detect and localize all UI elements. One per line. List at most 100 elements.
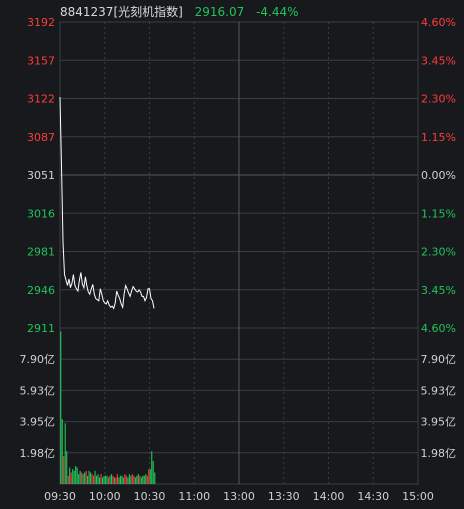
- price-tick-left: 3157: [27, 54, 55, 67]
- volume-bar: [151, 451, 153, 484]
- volume-bar: [143, 475, 145, 484]
- volume-bar: [75, 465, 77, 484]
- volume-bar: [137, 474, 139, 484]
- volume-bar: [106, 475, 108, 484]
- volume-bar: [128, 474, 130, 484]
- quote-header: 8841237[光刻机指数] 2916.07 -4.44%: [60, 3, 307, 20]
- volume-bar: [145, 474, 147, 484]
- volume-bar: [134, 477, 136, 484]
- volume-tick-left: 1.98亿: [20, 447, 56, 460]
- volume-bar: [67, 475, 69, 484]
- price-tick-left: 3051: [27, 169, 55, 182]
- price-tick-right: 4.60%: [421, 322, 456, 335]
- volume-bar: [148, 469, 150, 484]
- volume-bar: [98, 477, 101, 484]
- volume-bar: [139, 475, 141, 484]
- volume-bar: [130, 475, 132, 484]
- volume-bar: [63, 456, 65, 484]
- volume-bar: [61, 419, 63, 484]
- volume-bar: [82, 474, 84, 484]
- volume-bar: [121, 475, 123, 484]
- time-tick: 10:30: [134, 490, 166, 503]
- time-tick: 14:30: [357, 490, 389, 503]
- volume-bar: [112, 475, 114, 484]
- volume-bar: [73, 470, 75, 484]
- volume-bar: [103, 475, 105, 484]
- price-tick-right: 0.00%: [421, 169, 456, 182]
- volume-tick-right: 5.93亿: [421, 384, 457, 397]
- time-tick: 14:00: [313, 490, 345, 503]
- price-tick-right: 1.15%: [421, 207, 456, 220]
- volume-tick-right: 3.95亿: [421, 416, 457, 429]
- volume-bar: [85, 470, 87, 484]
- volume-bar: [78, 474, 80, 484]
- volume-tick-right: 7.90亿: [421, 353, 457, 366]
- volume-tick-left: 3.95亿: [20, 416, 56, 429]
- volume-bars-layer: [60, 331, 156, 484]
- volume-bar: [115, 477, 117, 484]
- volume-tick-left: 7.90亿: [20, 353, 56, 366]
- index-code-name: 8841237[光刻机指数]: [60, 5, 183, 19]
- volume-bar: [154, 472, 156, 484]
- volume-bar: [91, 474, 93, 484]
- volume-bar: [88, 470, 90, 484]
- change-percent: -4.44%: [256, 5, 299, 19]
- volume-bar: [124, 474, 126, 484]
- volume-bar: [146, 475, 148, 484]
- volume-bar: [127, 477, 129, 484]
- volume-bar: [90, 472, 92, 484]
- volume-bar: [131, 474, 133, 484]
- time-tick: 13:30: [268, 490, 300, 503]
- time-tick: 10:00: [89, 490, 121, 503]
- time-tick: 13:00: [223, 490, 255, 503]
- price-tick-left: 3016: [27, 207, 55, 220]
- price-tick-left: 3087: [27, 131, 55, 144]
- volume-bar: [122, 477, 124, 484]
- price-tick-right: 3.45%: [421, 54, 456, 67]
- volume-bar: [142, 475, 144, 484]
- volume-bar: [96, 475, 98, 484]
- price-tick-right: 2.30%: [421, 93, 456, 106]
- price-tick-left: 2946: [27, 284, 55, 297]
- volume-bar: [110, 474, 113, 484]
- axis-labels-layer: 3192 4.60% 3157 3.45% 3122 2.30% 3087 1.15% 3051…: [20, 16, 457, 503]
- volume-bar: [93, 475, 95, 484]
- volume-bar: [100, 474, 102, 484]
- volume-bar: [107, 477, 110, 484]
- price-tick-right: 3.45%: [421, 284, 456, 297]
- volume-bar: [79, 470, 81, 484]
- price-tick-right: 2.30%: [421, 246, 456, 259]
- price-tick-right: 4.60%: [421, 16, 456, 29]
- volume-bar: [133, 475, 135, 484]
- volume-bar: [72, 469, 74, 484]
- volume-bar: [116, 474, 118, 484]
- volume-bar: [69, 467, 71, 484]
- time-tick: 15:00: [402, 490, 434, 503]
- volume-bar: [119, 475, 121, 484]
- time-tick: 09:30: [44, 490, 76, 503]
- volume-bar: [140, 477, 142, 484]
- volume-tick-right: 1.98亿: [421, 447, 457, 460]
- volume-bar: [60, 331, 62, 484]
- volume-bar: [84, 472, 86, 484]
- price-tick-right: 1.15%: [421, 131, 456, 144]
- price-tick-left: 3192: [27, 16, 55, 29]
- volume-bar: [113, 477, 116, 484]
- volume-bar: [109, 475, 111, 484]
- volume-bar: [64, 423, 66, 484]
- price-line-layer: [59, 97, 155, 310]
- volume-bar: [70, 472, 72, 484]
- volume-bar: [76, 467, 78, 484]
- volume-bar: [66, 451, 68, 484]
- chart-grid: [59, 21, 419, 485]
- volume-bar: [104, 475, 107, 484]
- volume-bar: [94, 470, 96, 484]
- time-tick: 11:00: [178, 490, 210, 503]
- price-tick-left: 3122: [27, 93, 55, 106]
- price-tick-left: 2981: [27, 246, 55, 259]
- volume-bar: [136, 475, 138, 484]
- price-tick-left: 2911: [27, 322, 55, 335]
- volume-bar: [149, 469, 151, 484]
- volume-bar: [118, 477, 120, 484]
